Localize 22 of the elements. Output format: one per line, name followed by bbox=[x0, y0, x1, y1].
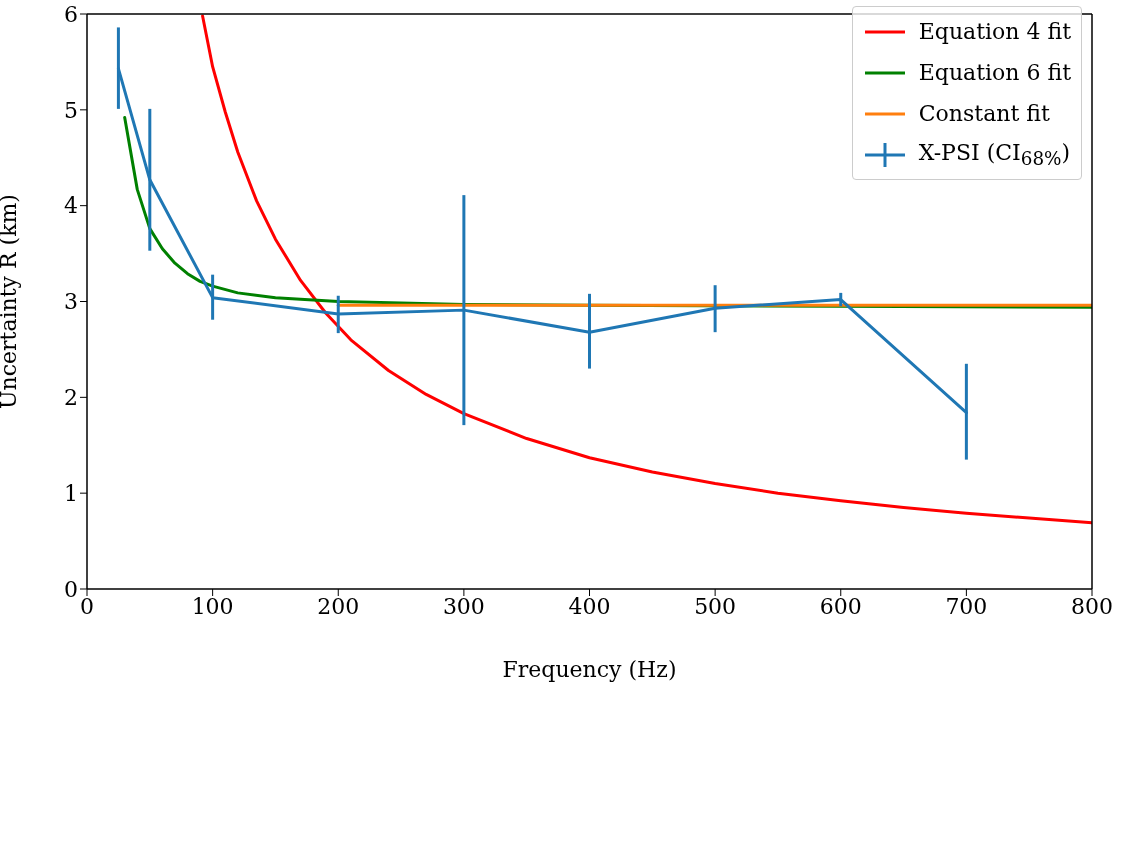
legend-label: Equation 4 fit bbox=[918, 19, 1071, 44]
x-tick-label: 500 bbox=[694, 593, 737, 619]
y-tick-label: 2 bbox=[64, 385, 78, 411]
x-tick-label: 0 bbox=[80, 593, 94, 619]
y-tick-label: 0 bbox=[64, 576, 78, 602]
y-axis-title: Uncertainty R (km) bbox=[0, 194, 21, 409]
y-tick-label: 3 bbox=[64, 289, 78, 315]
y-tick-label: 5 bbox=[64, 97, 78, 123]
legend-label: Constant fit bbox=[918, 101, 1050, 126]
x-tick-label: 800 bbox=[1071, 593, 1113, 619]
y-tick-label: 6 bbox=[64, 1, 78, 27]
x-tick-label: 400 bbox=[568, 593, 611, 619]
x-tick-label: 700 bbox=[945, 593, 988, 619]
legend-label: Equation 6 fit bbox=[918, 60, 1071, 85]
x-tick-label: 200 bbox=[317, 593, 360, 619]
x-tick-label: 300 bbox=[442, 593, 485, 619]
x-tick-label: 100 bbox=[191, 593, 234, 619]
y-tick-label: 4 bbox=[64, 193, 78, 219]
x-axis-title: Frequency (Hz) bbox=[502, 657, 677, 682]
legend-label: X-PSI (CI$_{68%}$) bbox=[918, 139, 1071, 170]
x-tick-label: 600 bbox=[819, 593, 862, 619]
y-tick-label: 1 bbox=[64, 480, 78, 506]
